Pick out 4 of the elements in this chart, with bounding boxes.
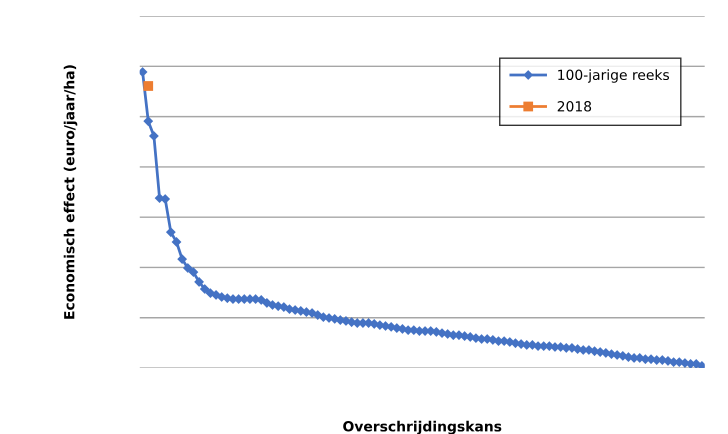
x-axis-title: Overschrijdingskans	[343, 420, 502, 434]
legend-label: 2018	[558, 101, 592, 112]
legend-label: 100-jarige reeks	[558, 69, 670, 83]
y-axis-title: Economisch effect (euro/jaar/ha)	[64, 65, 78, 319]
